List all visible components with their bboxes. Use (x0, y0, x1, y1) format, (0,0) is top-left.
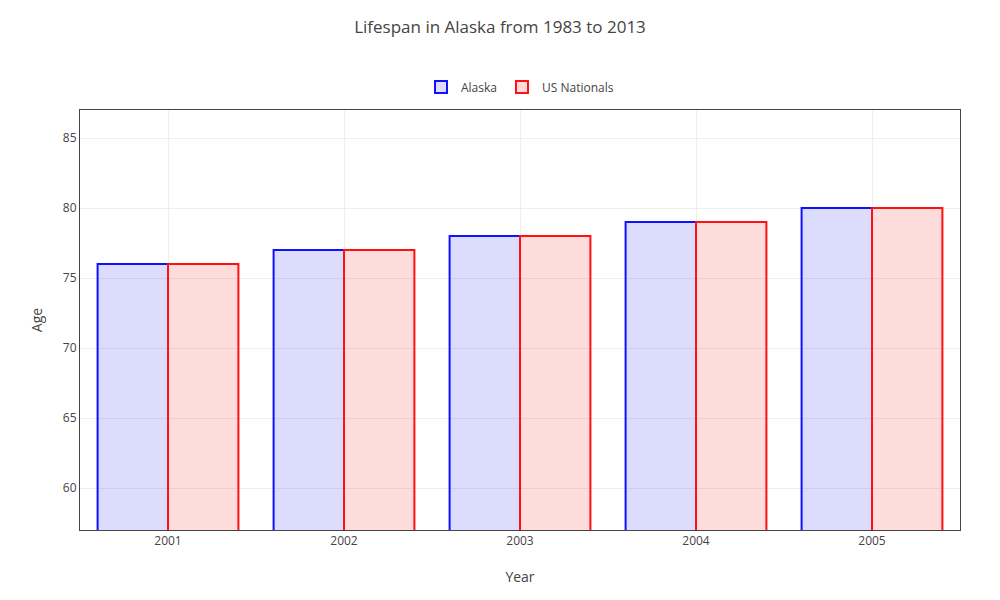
svg-text:2002: 2002 (330, 532, 358, 549)
svg-text:65: 65 (63, 409, 77, 426)
svg-text:70: 70 (63, 339, 77, 356)
svg-text:2005: 2005 (858, 532, 886, 549)
svg-text:75: 75 (63, 269, 77, 286)
svg-text:2003: 2003 (506, 532, 534, 549)
svg-text:US Nationals: US Nationals (542, 79, 614, 96)
svg-text:80: 80 (63, 199, 77, 216)
svg-text:60: 60 (63, 479, 77, 496)
svg-text:Age: Age (27, 308, 46, 332)
svg-text:Year: Year (505, 567, 534, 586)
svg-text:Lifespan in Alaska from 1983 t: Lifespan in Alaska from 1983 to 2013 (354, 15, 646, 38)
svg-text:85: 85 (63, 129, 77, 146)
svg-text:2001: 2001 (154, 532, 181, 549)
svg-text:Alaska: Alaska (461, 79, 497, 96)
svg-text:2004: 2004 (682, 532, 710, 549)
